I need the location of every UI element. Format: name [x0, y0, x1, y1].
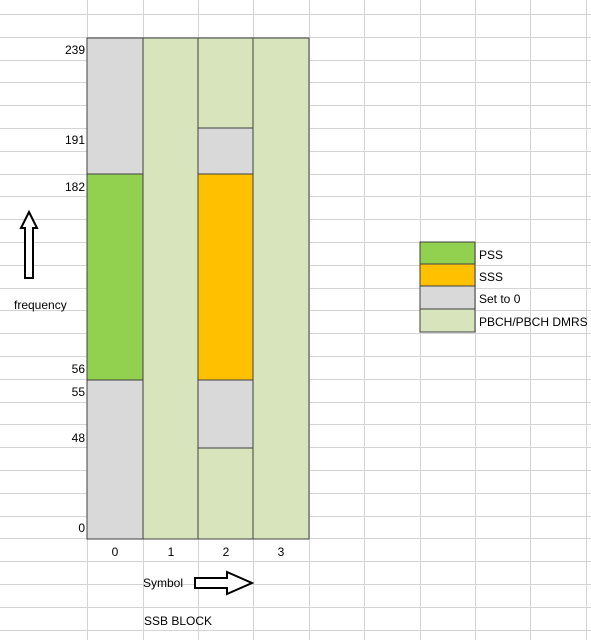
legend-label-pss: PSS — [479, 248, 504, 262]
freq-tick-56: 56 — [71, 362, 85, 376]
symbol-0-pss — [86, 173, 144, 381]
symbol-axis-label: Symbol — [143, 576, 184, 590]
freq-tick-48: 48 — [71, 431, 85, 445]
symbol-0-set-to-0-bottom — [86, 379, 144, 540]
legend-label-pbch: PBCH/PBCH DMRS — [479, 315, 588, 329]
diagram-title: SSB BLOCK — [144, 614, 213, 628]
frequency-arrow-icon — [19, 209, 39, 279]
freq-tick-0: 0 — [78, 521, 85, 535]
legend-label-set-to-0: Set to 0 — [479, 292, 521, 306]
freq-tick-55: 55 — [71, 385, 85, 399]
freq-tick-239: 239 — [64, 43, 85, 57]
symbol-1-pbch — [142, 37, 199, 540]
symbol-2-pbch-top — [197, 37, 254, 129]
symbol-arrow-icon — [194, 570, 255, 596]
symbol-label-3: 3 — [277, 545, 285, 559]
legend-swatch-pss — [419, 241, 476, 265]
symbol-2-pbch-bottom — [197, 447, 254, 540]
symbol-2-sss — [197, 173, 254, 381]
frequency-axis-label: frequency — [14, 298, 67, 312]
legend-label-sss: SSS — [479, 270, 504, 284]
symbol-label-2: 2 — [222, 545, 230, 559]
legend-swatch-set-to-0 — [419, 285, 476, 310]
symbol-3-pbch — [252, 37, 310, 540]
legend-swatch-sss — [419, 263, 476, 287]
symbol-2-set-to-0-bottom — [197, 379, 254, 449]
legend-swatch-pbch — [419, 308, 476, 333]
symbol-label-1: 1 — [167, 545, 175, 559]
freq-tick-191: 191 — [64, 133, 85, 147]
freq-tick-182: 182 — [64, 180, 85, 194]
symbol-label-0: 0 — [111, 545, 119, 559]
symbol-2-set-to-0-top — [197, 127, 254, 175]
symbol-0-set-to-0-top — [86, 37, 144, 175]
